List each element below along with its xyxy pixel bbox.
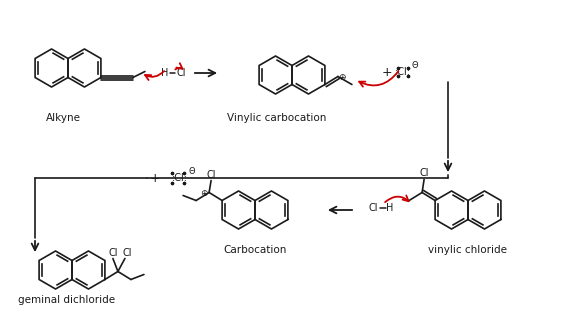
Text: Cl: Cl (176, 68, 185, 78)
Text: Cl: Cl (206, 170, 216, 179)
Text: Cl: Cl (419, 169, 429, 179)
Text: Θ: Θ (412, 61, 418, 70)
Text: +: + (150, 171, 160, 184)
Text: geminal dichloride: geminal dichloride (18, 295, 116, 305)
Text: Cl: Cl (108, 247, 118, 258)
Text: Cl: Cl (368, 203, 378, 213)
Text: Alkyne: Alkyne (46, 113, 81, 123)
Text: :Cl:: :Cl: (172, 173, 188, 183)
Text: :Cl:: :Cl: (395, 67, 411, 77)
Text: Θ: Θ (189, 167, 195, 176)
Text: ⊕: ⊕ (338, 73, 346, 82)
Text: ⊕: ⊕ (200, 189, 208, 198)
Text: Cl: Cl (122, 247, 132, 258)
Text: H: H (161, 68, 169, 78)
Text: Carbocation: Carbocation (223, 245, 287, 255)
Text: +: + (382, 65, 392, 78)
Text: vinylic chloride: vinylic chloride (429, 245, 507, 255)
Text: H: H (386, 203, 393, 213)
Text: Vinylic carbocation: Vinylic carbocation (228, 113, 327, 123)
